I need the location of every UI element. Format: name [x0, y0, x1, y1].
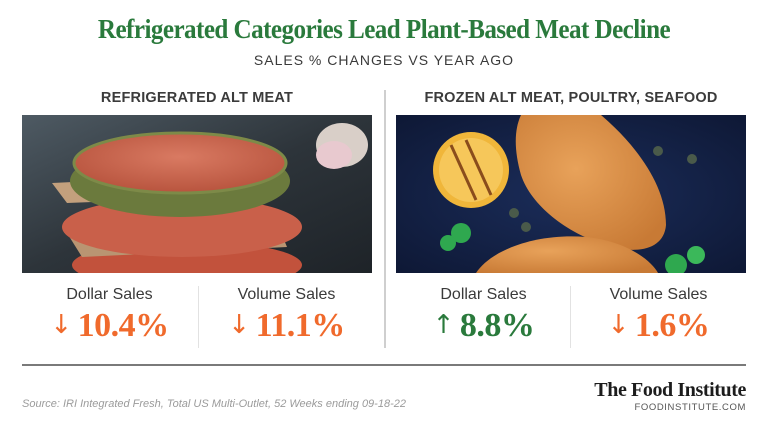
panel-heading-refrigerated: REFRIGERATED ALT MEAT — [100, 90, 294, 106]
stat-label: Dollar Sales — [440, 286, 527, 303]
panel-divider — [384, 90, 386, 348]
stat-refrigerated-dollar-sales: Dollar Sales ↓ 10.4% — [22, 286, 197, 345]
arrow-down-icon: ↓ — [607, 310, 630, 340]
page-title: Refrigerated Categories Lead Plant-Based… — [97, 14, 671, 44]
arrow-up-icon: ↑ — [432, 310, 455, 340]
stat-refrigerated-volume-sales: Volume Sales ↓ 11.1% — [199, 286, 374, 345]
brand-name: The Food Institute — [594, 379, 746, 401]
arrow-down-icon: ↓ — [228, 310, 250, 340]
stat-divider — [570, 286, 571, 348]
stat-label: Volume Sales — [237, 286, 336, 303]
stat-number: 1.6% — [634, 307, 710, 344]
stat-label: Volume Sales — [609, 286, 708, 303]
brand-logo: The Food Institute FOODINSTITUTE.COM — [594, 379, 746, 413]
stat-value: ↓ 10.4% — [22, 306, 197, 345]
frozen-alt-meat-photo — [396, 115, 746, 273]
refrigerated-alt-meat-photo — [22, 115, 372, 273]
stat-value: ↓ 11.1% — [199, 306, 374, 345]
brand-url: FOODINSTITUTE.COM — [634, 402, 746, 413]
arrow-down-icon: ↓ — [50, 310, 72, 340]
stat-number: 10.4% — [77, 307, 170, 344]
stat-number: 8.8% — [459, 307, 535, 344]
stat-number: 11.1% — [255, 307, 346, 344]
stat-frozen-dollar-sales: Dollar Sales ↑ 8.8% — [396, 286, 571, 345]
stat-frozen-volume-sales: Volume Sales ↓ 1.6% — [571, 286, 746, 345]
stat-divider — [198, 286, 199, 348]
stat-label: Dollar Sales — [66, 286, 153, 303]
source-note: Source: IRI Integrated Fresh, Total US M… — [22, 398, 406, 410]
panel-heading-frozen: FROZEN ALT MEAT, POULTRY, SEAFOOD — [424, 90, 718, 106]
footer-rule — [22, 364, 746, 366]
page-subtitle: SALES % CHANGES VS YEAR AGO — [253, 52, 515, 68]
stat-value: ↑ 8.8% — [396, 306, 571, 345]
stat-value: ↓ 1.6% — [571, 306, 746, 345]
